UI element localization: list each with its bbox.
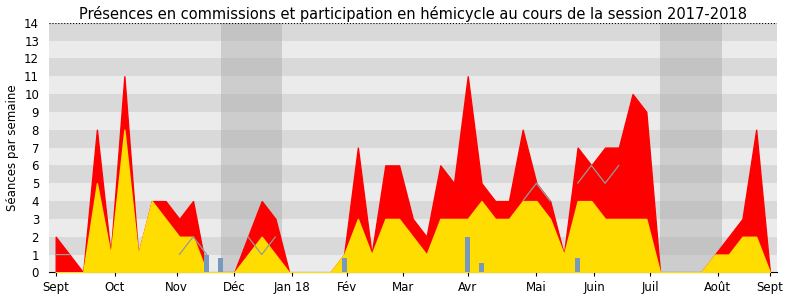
Bar — [49, 94, 777, 112]
Bar — [342, 258, 347, 272]
Bar — [49, 219, 777, 237]
Bar — [465, 237, 470, 272]
Bar — [49, 201, 777, 219]
Bar — [49, 148, 777, 165]
Y-axis label: Séances par semaine: Séances par semaine — [6, 84, 18, 211]
Bar — [49, 165, 777, 183]
Bar — [49, 183, 777, 201]
Bar — [205, 255, 209, 272]
Bar — [49, 76, 777, 94]
Bar — [220, 23, 282, 272]
Bar — [49, 40, 777, 58]
Title: Présences en commissions et participation en hémicycle au cours de la session 20: Présences en commissions et participatio… — [79, 6, 747, 22]
Bar — [49, 112, 777, 130]
Bar — [479, 263, 484, 272]
Bar — [218, 258, 223, 272]
Bar — [660, 23, 722, 272]
Bar — [49, 23, 777, 40]
Bar — [49, 255, 777, 272]
Bar — [49, 58, 777, 76]
Bar — [575, 258, 580, 272]
Bar — [49, 130, 777, 148]
Bar — [49, 237, 777, 255]
